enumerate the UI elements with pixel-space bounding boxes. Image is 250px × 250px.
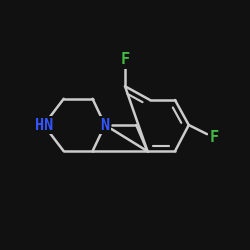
Text: F: F <box>120 52 130 68</box>
Text: N: N <box>100 118 110 132</box>
Text: F: F <box>209 130 218 145</box>
Text: HN: HN <box>34 118 53 132</box>
